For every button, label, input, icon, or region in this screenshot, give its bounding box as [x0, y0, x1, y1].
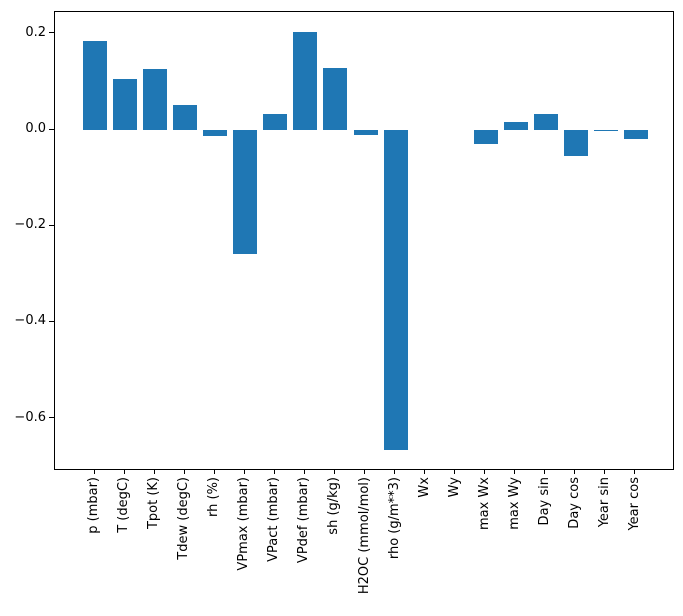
bar: [503, 121, 528, 130]
x-axis-tick-label: p (mbar): [86, 477, 102, 534]
x-axis-tick-label: Tdew (degC): [176, 477, 192, 560]
bar: [143, 69, 168, 130]
bar: [383, 130, 408, 451]
bar: [623, 130, 648, 139]
x-axis-tick-label: sh (g/kg): [326, 477, 342, 535]
x-axis-tick-label: VPmax (mbar): [236, 477, 252, 571]
y-axis-tick-mark: [49, 224, 54, 226]
bar: [533, 114, 558, 130]
x-axis-tick-label: Tpot (K): [146, 477, 162, 530]
bar: [83, 40, 108, 130]
bar: [113, 78, 138, 130]
x-axis-tick-mark: [303, 470, 305, 474]
x-axis-tick-label: rho (g/m**3): [386, 477, 402, 560]
y-axis-tick-label: −0.4: [14, 313, 46, 329]
x-axis-tick-mark: [574, 470, 576, 474]
x-axis-tick-mark: [123, 470, 125, 474]
x-axis-tick-mark: [273, 470, 275, 474]
bar: [233, 130, 258, 255]
y-axis-tick-label: 0.0: [25, 121, 46, 136]
x-axis-tick-label: H2OC (mmol/mol): [356, 477, 372, 595]
x-axis-tick-mark: [514, 470, 516, 474]
x-axis-tick-mark: [394, 470, 396, 474]
y-axis-tick-label: −0.6: [14, 409, 46, 425]
x-axis-tick-mark: [424, 470, 426, 474]
y-axis-tick-mark: [49, 417, 54, 419]
plot-area: [54, 11, 674, 470]
x-axis-tick-mark: [153, 470, 155, 474]
x-axis-tick-mark: [333, 470, 335, 474]
x-axis-tick-label: Day cos: [566, 477, 582, 529]
x-axis-tick-label: Year cos: [626, 477, 642, 531]
x-axis-tick-label: Wy: [446, 477, 462, 498]
y-axis-tick-mark: [49, 320, 54, 322]
x-axis-tick-mark: [213, 470, 215, 474]
bar: [473, 130, 498, 144]
bar: [593, 130, 618, 132]
y-axis-tick-label: −0.2: [14, 217, 46, 233]
y-axis-tick-label: 0.2: [25, 24, 46, 40]
x-axis-tick-mark: [634, 470, 636, 474]
x-axis-tick-label: Year sin: [596, 477, 612, 528]
bar: [263, 114, 288, 130]
bar: [203, 130, 228, 137]
x-axis-tick-label: VPact (mbar): [266, 477, 282, 562]
bar: [353, 130, 378, 136]
x-axis-tick-mark: [484, 470, 486, 474]
y-axis-tick-mark: [49, 32, 54, 34]
x-axis-tick-mark: [364, 470, 365, 474]
x-axis-tick-mark: [604, 470, 606, 474]
bar: [173, 104, 198, 130]
y-axis-tick-mark: [49, 128, 54, 130]
bar: [563, 130, 588, 156]
x-axis-tick-label: max Wx: [476, 477, 492, 531]
x-axis-tick-label: Day sin: [536, 477, 552, 526]
x-axis-tick-label: Wx: [416, 477, 432, 498]
x-axis-tick-mark: [243, 470, 245, 474]
bar: [293, 31, 318, 130]
x-axis-tick-mark: [183, 470, 185, 474]
x-axis-tick-label: rh (%): [206, 477, 222, 517]
x-axis-tick-mark: [544, 470, 546, 474]
bar: [323, 68, 348, 130]
x-axis-tick-label: VPdef (mbar): [296, 477, 312, 564]
x-axis-tick-mark: [93, 470, 95, 474]
x-axis-tick-label: max Wy: [506, 477, 522, 530]
x-axis-tick-mark: [454, 470, 456, 474]
x-axis-tick-label: T (degC): [116, 477, 132, 533]
